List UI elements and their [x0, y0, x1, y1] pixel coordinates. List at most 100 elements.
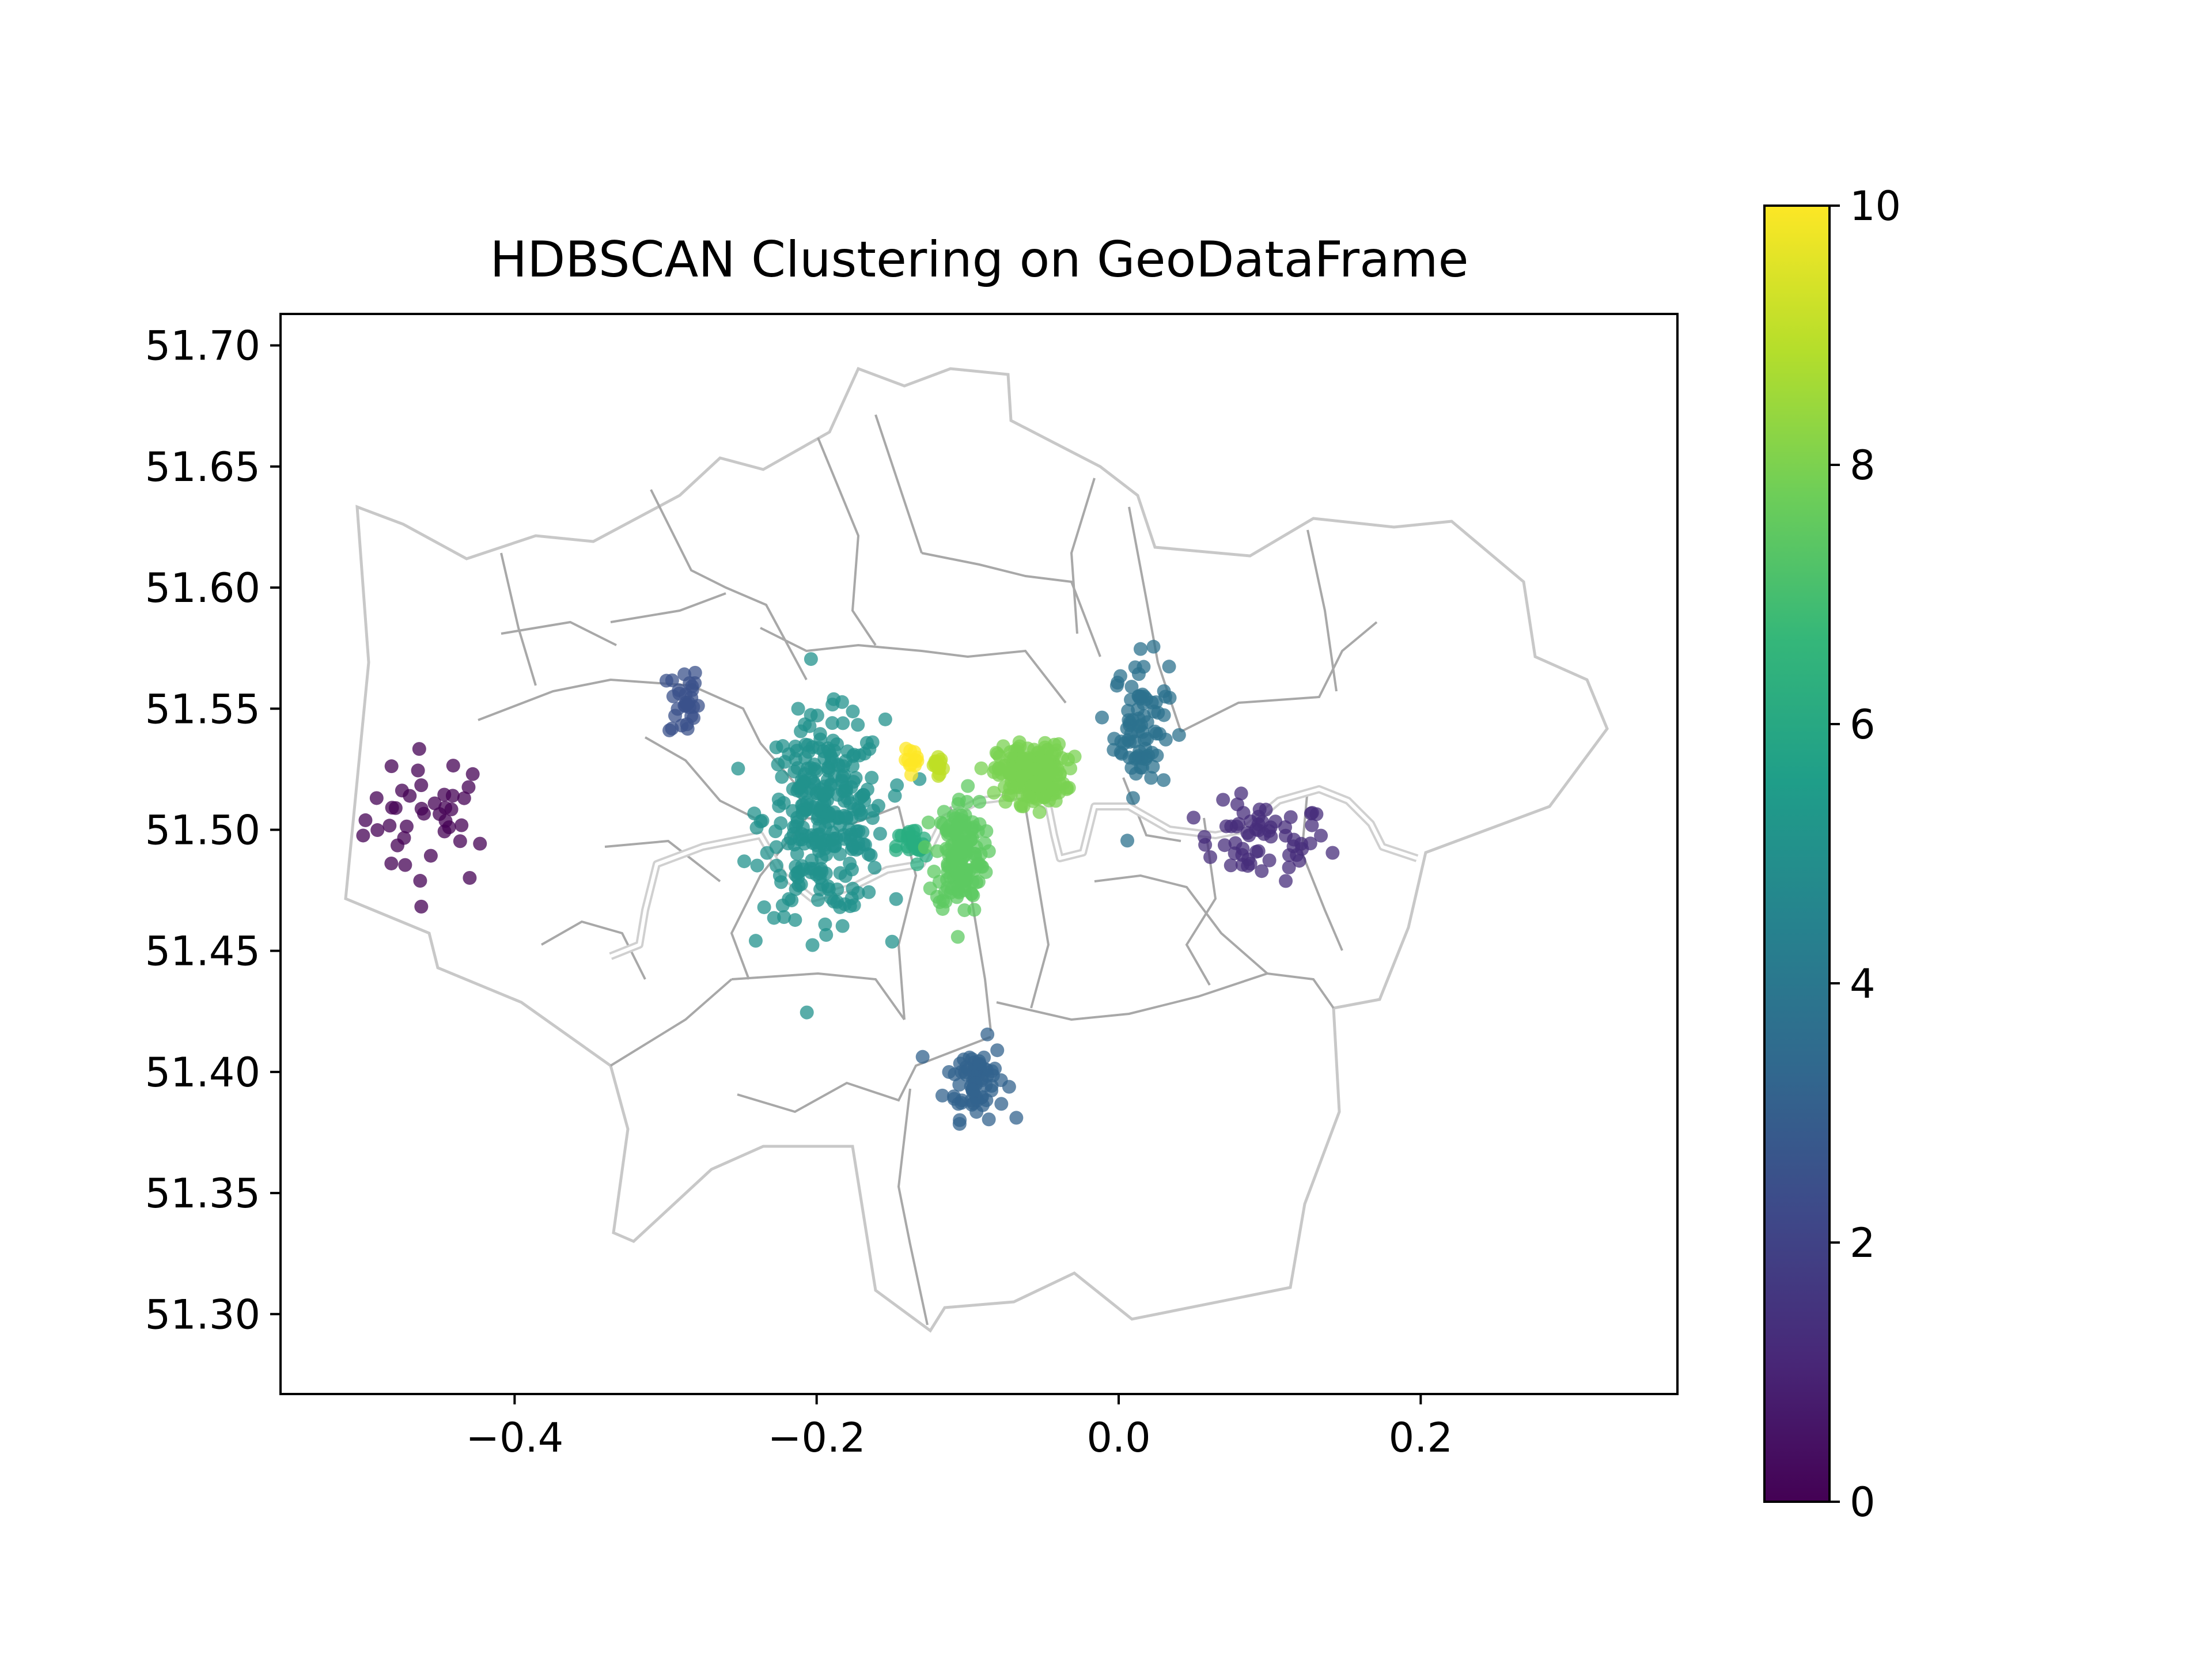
cluster-point: [805, 938, 820, 952]
borough-boundary: [897, 1088, 929, 1325]
cluster-point: [791, 702, 805, 716]
cluster-1: [1187, 786, 1340, 888]
cluster-point: [1133, 642, 1147, 656]
borough-boundary: [1024, 806, 1050, 1009]
cluster-point: [770, 858, 784, 873]
cluster-point: [1124, 727, 1138, 741]
cluster-point: [910, 750, 924, 764]
cluster-point: [892, 828, 906, 843]
cluster-point: [832, 759, 846, 773]
cluster-point: [794, 724, 808, 738]
cluster-point: [444, 802, 459, 817]
cluster-point: [395, 783, 409, 798]
colorbar-gradient: [1763, 204, 1831, 1503]
cluster-point: [998, 794, 1013, 809]
cluster-point: [979, 824, 994, 838]
cluster-point: [921, 815, 935, 830]
cluster-point: [1305, 818, 1319, 832]
cluster-point: [957, 903, 972, 918]
cluster-point: [930, 844, 945, 858]
cluster-point: [993, 749, 1007, 764]
x-axis: −0.4 −0.2 0.0 0.2: [465, 1394, 1453, 1461]
cluster-7: [918, 779, 996, 944]
cluster-point: [835, 770, 850, 784]
cluster-point: [865, 771, 879, 785]
cluster-point: [787, 764, 802, 779]
cluster-point: [1305, 806, 1319, 820]
cluster-point: [442, 820, 456, 835]
cluster-point: [665, 721, 679, 736]
cluster-point: [427, 796, 442, 810]
y-tick-label: 51.50: [145, 806, 260, 854]
cluster-point: [777, 910, 791, 925]
cluster-point: [399, 819, 414, 834]
cluster-point: [783, 831, 798, 846]
cluster-point: [1121, 703, 1135, 718]
cluster-point: [942, 859, 957, 874]
cluster-point: [737, 854, 751, 869]
borough-boundary: [610, 592, 726, 623]
cluster-point: [1013, 797, 1028, 812]
cluster-point: [398, 858, 412, 872]
cluster-point: [843, 832, 858, 847]
borough-boundary: [874, 414, 923, 554]
cluster-point: [1131, 667, 1146, 681]
cluster-point: [356, 828, 370, 843]
cluster-point: [857, 747, 872, 761]
cluster-9: [926, 750, 950, 783]
cluster-point: [413, 874, 427, 888]
cluster-point: [935, 1088, 949, 1103]
cluster-point: [969, 859, 983, 874]
cluster-point: [1236, 842, 1250, 856]
cluster-point: [910, 857, 925, 872]
cluster-point: [855, 825, 870, 839]
cluster-point: [1014, 770, 1029, 784]
colorbar-tick-label: 4: [1850, 960, 1876, 1007]
borough-boundary: [1306, 529, 1338, 692]
colorbar: 0 2 4 6 8 10: [1763, 183, 1901, 1526]
cluster-point: [414, 801, 429, 816]
cluster-point: [1012, 735, 1027, 749]
cluster-point: [807, 862, 821, 876]
cluster-point: [832, 847, 847, 861]
cluster-point: [816, 744, 831, 759]
plot-frame: [279, 313, 1679, 1395]
cluster-point: [1234, 786, 1248, 801]
cluster-point: [683, 676, 697, 690]
cluster-point: [1243, 857, 1257, 871]
cluster-point: [411, 763, 425, 778]
cluster-point: [990, 1043, 1005, 1058]
cluster-point: [777, 796, 791, 810]
cluster-point: [851, 718, 865, 732]
borough-boundary: [500, 552, 537, 686]
cluster-point: [757, 900, 771, 914]
borough-boundary: [478, 678, 762, 744]
cluster-point: [819, 928, 834, 942]
cluster-point: [795, 806, 809, 821]
cluster-point: [1240, 826, 1255, 840]
borough-boundary: [501, 620, 617, 646]
cluster-point: [760, 846, 774, 860]
borough-boundary: [541, 920, 646, 980]
cluster-point: [965, 815, 980, 830]
y-tick-label: 51.40: [145, 1049, 260, 1096]
cluster-point: [965, 1097, 979, 1112]
cluster-point: [840, 744, 855, 759]
cluster-point: [453, 834, 467, 849]
y-tick-label: 51.55: [145, 685, 260, 733]
colorbar-tick-label: 10: [1850, 183, 1901, 230]
cluster-point: [928, 754, 942, 768]
colorbar-tick-label: 8: [1850, 442, 1876, 489]
cluster-point: [1197, 830, 1211, 844]
cluster-point: [412, 742, 426, 756]
cluster-point: [423, 849, 438, 863]
y-tick-label: 51.35: [145, 1170, 260, 1217]
cluster-point: [414, 778, 429, 793]
cluster-point: [1255, 864, 1269, 878]
borough-boundary: [1070, 478, 1096, 634]
cluster-point: [1002, 767, 1017, 782]
cluster-point: [1032, 805, 1047, 819]
cluster-point: [788, 752, 802, 766]
cluster-point: [1157, 773, 1171, 787]
cluster-point: [1251, 817, 1266, 831]
